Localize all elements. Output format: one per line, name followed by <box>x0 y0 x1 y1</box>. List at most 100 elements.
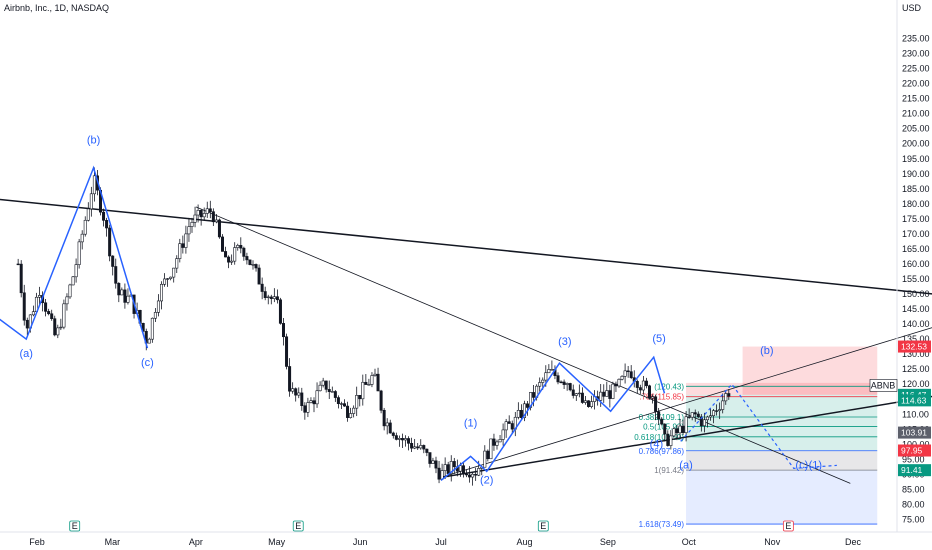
candle-down <box>281 323 285 338</box>
candle-up <box>339 403 343 405</box>
candle-up <box>538 382 542 387</box>
price-tick-label: 150.00 <box>902 289 930 299</box>
candle-up <box>641 380 645 391</box>
candle-up <box>321 380 325 386</box>
candle-up <box>92 175 96 195</box>
time-tick-label: Jul <box>435 537 447 547</box>
candle-down <box>220 236 224 252</box>
wave-label: (2) <box>480 474 493 486</box>
price-tick-label: 180.00 <box>902 199 930 209</box>
candle-up <box>544 372 548 381</box>
candle-down <box>25 319 29 329</box>
candle-up <box>178 243 182 259</box>
candle-down <box>666 433 670 446</box>
candle-down <box>629 371 633 378</box>
candle-down <box>654 396 658 412</box>
candle-down <box>559 381 563 384</box>
price-tick-label: 85.00 <box>902 484 925 494</box>
candle-up <box>617 378 621 387</box>
candle-down <box>693 412 697 415</box>
candle-up <box>352 407 356 414</box>
wave-label: (c) <box>795 459 808 471</box>
candle-down <box>123 289 127 303</box>
price-tick-label: 160.00 <box>902 259 930 269</box>
candle-down <box>391 432 395 436</box>
candle-down <box>425 448 429 453</box>
price-tick-label: 215.00 <box>902 94 930 104</box>
price-tick-label: 170.00 <box>902 229 930 239</box>
candle-up <box>315 390 319 405</box>
candle-up <box>708 415 712 418</box>
price-tick-label: 200.00 <box>902 139 930 149</box>
candle-down <box>294 388 298 396</box>
time-tick-label: Mar <box>105 537 121 547</box>
candle-up <box>190 222 194 227</box>
candle-down <box>47 311 51 315</box>
price-tick-label: 120.00 <box>902 379 930 389</box>
candle-up <box>77 241 81 265</box>
candle-down <box>428 452 432 464</box>
candle-down <box>199 209 203 218</box>
price-tick-label: 110.00 <box>902 409 929 419</box>
price-tick-label: 145.00 <box>902 304 930 314</box>
trend-line <box>440 327 932 478</box>
price-tick-label: 225.00 <box>902 64 930 74</box>
candle-down <box>245 256 249 261</box>
fib-label: .786(115.85) <box>639 393 684 402</box>
price-tick-label: 195.00 <box>902 154 930 164</box>
candle-down <box>468 474 472 478</box>
candle-up <box>306 402 310 413</box>
candle-down <box>53 318 57 336</box>
price-tick-label: 235.00 <box>902 34 930 44</box>
candle-up <box>291 388 295 392</box>
candle-up <box>403 438 407 441</box>
candle-up <box>272 296 276 299</box>
candle-up <box>361 381 365 400</box>
price-tick-label: 155.00 <box>902 274 930 284</box>
time-tick-label: Sep <box>600 537 616 547</box>
time-tick-label: Feb <box>29 537 45 547</box>
candle-down <box>342 403 346 407</box>
candle-down <box>288 366 292 392</box>
symbol-label-box <box>869 379 898 392</box>
time-tick-label: Jun <box>353 537 368 547</box>
candle-up <box>672 428 676 437</box>
candle-down <box>400 438 404 441</box>
candle-up <box>501 429 505 440</box>
symbol-label: ABNB <box>871 380 896 390</box>
price-tick-label: 230.00 <box>902 49 930 59</box>
price-tick-label: 190.00 <box>902 169 930 179</box>
earnings-marker-label: E <box>72 521 78 531</box>
candle-up <box>550 369 554 371</box>
candle-up <box>166 278 170 280</box>
stop-zone-early <box>686 382 878 395</box>
candle-down <box>474 473 478 476</box>
price-tick-label: 125.00 <box>902 364 930 374</box>
candle-down <box>376 373 380 392</box>
candle-up <box>489 438 493 460</box>
candle-down <box>532 392 536 398</box>
candle-down <box>303 405 307 413</box>
candles <box>16 167 731 486</box>
candle-up <box>678 425 682 434</box>
candle-up <box>690 412 694 418</box>
candle-down <box>324 380 328 390</box>
candle-down <box>644 380 648 387</box>
candle-up <box>522 403 526 418</box>
candle-down <box>44 302 48 312</box>
candle-down <box>437 467 441 480</box>
candle-down <box>227 256 231 263</box>
candle-down <box>675 428 679 434</box>
candle-down <box>300 392 304 407</box>
candle-down <box>660 418 664 425</box>
candle-down <box>388 422 392 434</box>
candle-up <box>266 296 270 298</box>
time-tick-label: Aug <box>516 537 532 547</box>
candle-up <box>163 278 167 285</box>
candle-up <box>120 289 124 296</box>
candle-up <box>504 421 508 431</box>
candle-up <box>611 383 615 399</box>
price-badge <box>898 394 931 407</box>
candle-down <box>681 425 685 433</box>
